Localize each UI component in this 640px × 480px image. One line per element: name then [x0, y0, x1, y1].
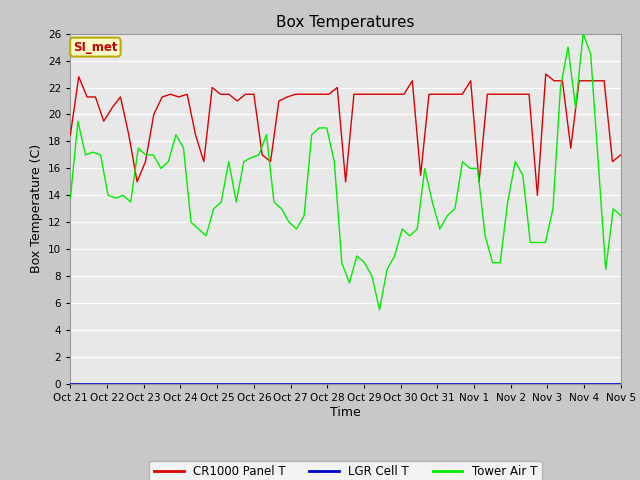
- Title: Box Temperatures: Box Temperatures: [276, 15, 415, 30]
- Y-axis label: Box Temperature (C): Box Temperature (C): [29, 144, 43, 274]
- Text: SI_met: SI_met: [73, 41, 118, 54]
- X-axis label: Time: Time: [330, 406, 361, 419]
- Legend: CR1000 Panel T, LGR Cell T, Tower Air T: CR1000 Panel T, LGR Cell T, Tower Air T: [150, 461, 541, 480]
